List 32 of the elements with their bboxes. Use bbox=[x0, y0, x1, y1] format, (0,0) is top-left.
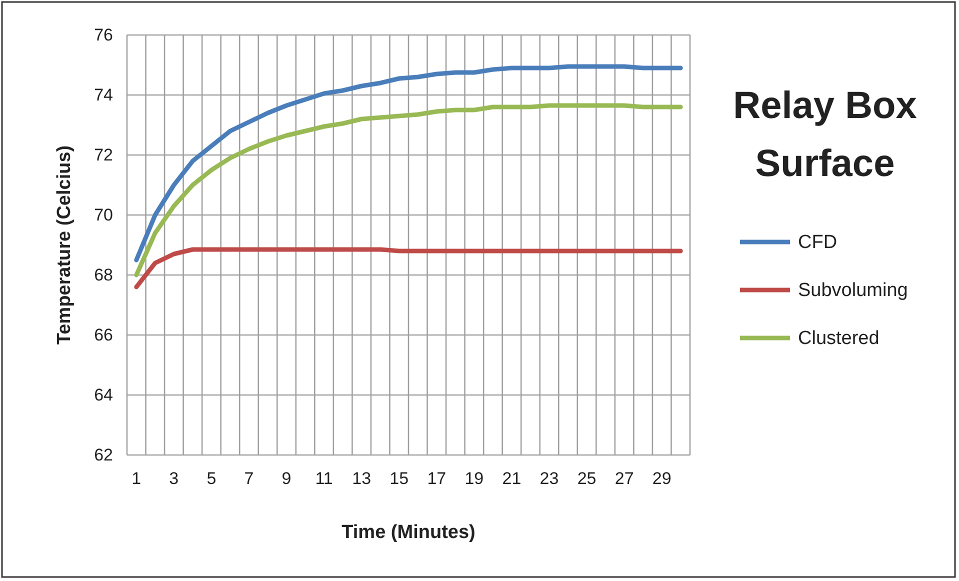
legend-label: CFD bbox=[798, 232, 838, 253]
x-tick-label: 5 bbox=[206, 469, 216, 488]
legend-label: Clustered bbox=[798, 328, 880, 349]
y-tick-label: 76 bbox=[94, 25, 113, 44]
y-tick-label: 64 bbox=[94, 385, 113, 404]
y-tick-label: 62 bbox=[94, 445, 113, 464]
y-tick-label: 68 bbox=[94, 265, 113, 284]
x-tick-label: 3 bbox=[169, 469, 179, 488]
x-tick-label: 13 bbox=[352, 469, 372, 488]
legend-label: Subvoluming bbox=[798, 280, 908, 301]
text: Relay Box Surface bbox=[733, 85, 917, 185]
line-series bbox=[134, 247, 683, 290]
x-tick-label: 15 bbox=[390, 469, 409, 488]
x-tick-label: 25 bbox=[577, 469, 596, 488]
line-series bbox=[134, 64, 683, 262]
y-axis-title: Temperature (Celcius) bbox=[54, 145, 75, 345]
y-tick-label: 66 bbox=[94, 325, 113, 344]
y-tick-label: 72 bbox=[94, 145, 113, 164]
x-tick-label: 23 bbox=[540, 469, 559, 488]
x-tick-label: 27 bbox=[614, 469, 634, 488]
y-tick-label: 74 bbox=[94, 85, 113, 104]
line-series bbox=[134, 103, 683, 278]
x-tick-label: 11 bbox=[315, 469, 333, 488]
x-tick-label: 9 bbox=[282, 469, 292, 488]
x-axis-title: Time (Minutes) bbox=[342, 522, 476, 543]
y-tick-label: 70 bbox=[94, 205, 113, 224]
x-tick-label: 29 bbox=[652, 469, 672, 488]
x-tick-label: 17 bbox=[427, 469, 446, 488]
x-tick-label: 1 bbox=[132, 469, 142, 488]
x-tick-label: 7 bbox=[244, 469, 254, 488]
x-tick-label: 19 bbox=[464, 469, 484, 488]
x-tick-label: 21 bbox=[502, 469, 522, 488]
